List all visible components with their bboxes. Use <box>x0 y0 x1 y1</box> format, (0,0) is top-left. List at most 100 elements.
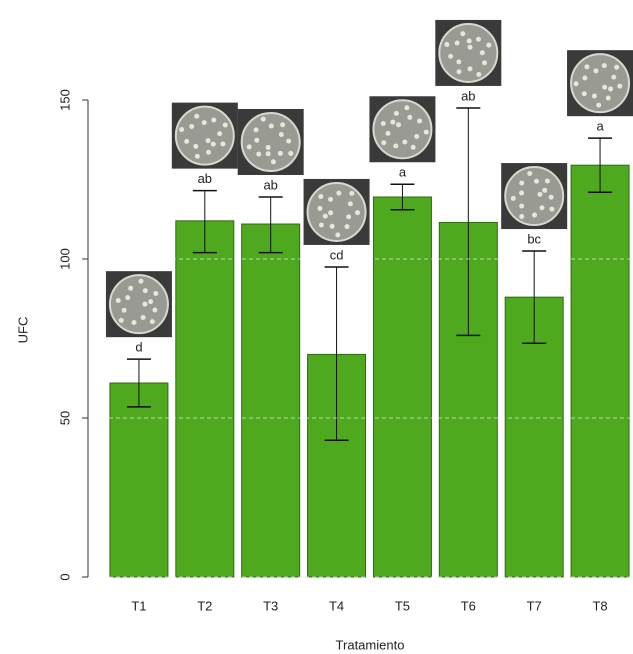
petri-colony <box>142 288 148 294</box>
petri-colony <box>584 64 590 70</box>
petri-colony <box>318 194 324 200</box>
petri-colony <box>448 53 454 59</box>
x-tick-label: T4 <box>329 598 344 613</box>
significance-letter: ab <box>198 171 212 186</box>
petri-colony <box>189 123 195 129</box>
petri-colony <box>605 95 611 101</box>
x-tick-label: T6 <box>461 598 476 613</box>
petri-colony <box>128 285 134 291</box>
petri-colony <box>393 143 399 149</box>
x-tick-label: T2 <box>197 598 212 613</box>
bar <box>175 220 235 578</box>
petri-colony <box>194 153 200 159</box>
y-tick-label: 0 <box>57 573 72 580</box>
y-tick-label: 150 <box>57 89 72 111</box>
y-tick-label: 100 <box>57 248 72 270</box>
petri-colony <box>125 295 131 301</box>
petri-colony <box>210 141 216 147</box>
petri-colony <box>318 222 324 228</box>
petri-colony <box>179 126 185 132</box>
petri-colony <box>288 150 294 156</box>
petri-colony <box>140 315 146 321</box>
petri-colony <box>393 110 399 116</box>
petri-colony <box>532 212 538 218</box>
petri-colony <box>211 117 217 123</box>
bar <box>109 382 169 578</box>
petri-colony <box>142 301 148 307</box>
petri-colony <box>270 159 276 165</box>
petri-colony <box>527 170 533 176</box>
petri-colony <box>246 144 252 150</box>
petri-colony <box>519 180 525 186</box>
petri-colony <box>602 84 608 90</box>
petri-colony <box>278 131 284 137</box>
petri-colony <box>404 105 410 111</box>
petri-colony <box>138 278 144 284</box>
petri-colony <box>344 224 350 230</box>
petri-colony <box>153 290 159 296</box>
petri-colony <box>519 214 525 220</box>
y-tick-label: 50 <box>57 411 72 425</box>
petri-colony <box>479 50 485 56</box>
petri-colony <box>402 139 408 145</box>
petri-colony <box>346 214 352 220</box>
petri-colony <box>466 38 472 44</box>
petri-colony <box>286 138 292 144</box>
petri-colony <box>328 210 334 216</box>
x-tick-label: T1 <box>131 598 146 613</box>
y-axis-label: UFC <box>15 317 30 344</box>
petri-colony <box>254 137 260 143</box>
petri-colony <box>220 141 226 147</box>
petri-colony <box>201 120 207 126</box>
petri-colony <box>482 60 488 66</box>
petri-colony <box>475 36 481 42</box>
petri-colony <box>573 81 579 87</box>
petri-colony <box>467 66 473 72</box>
petri-colony <box>549 206 555 212</box>
petri-colony <box>460 31 466 37</box>
petri-dish <box>438 22 499 83</box>
petri-colony <box>355 210 361 216</box>
petri-colony <box>486 42 492 48</box>
petri-colony <box>206 149 212 155</box>
petri-colony <box>256 151 262 157</box>
petri-colony <box>131 320 137 326</box>
petri-colony <box>467 44 473 50</box>
bar <box>570 164 630 578</box>
petri-colony <box>534 178 540 184</box>
petri-colony <box>476 72 482 78</box>
significance-letter: d <box>135 340 142 355</box>
petri-colony <box>423 129 429 135</box>
petri-colony <box>542 187 548 193</box>
petri-colony <box>390 119 396 125</box>
petri-colony <box>608 86 614 92</box>
petri-colony <box>417 118 423 124</box>
x-axis-label: Tratamiento <box>336 637 405 652</box>
petri-colony <box>380 121 386 127</box>
significance-letter: a <box>399 165 407 180</box>
petri-colony <box>118 317 124 323</box>
petri-colony <box>328 196 334 202</box>
petri-colony <box>548 194 554 200</box>
petri-colony <box>591 93 597 99</box>
bars <box>109 107 630 578</box>
petri-colony <box>444 42 450 48</box>
petri-colony <box>317 205 323 211</box>
significance-letter: ab <box>461 88 475 103</box>
bar <box>372 196 432 578</box>
petri-colony <box>414 133 420 139</box>
petri-colony <box>121 307 127 313</box>
petri-colony <box>611 74 617 80</box>
petri-colony <box>410 144 416 150</box>
petri-colony <box>149 319 155 325</box>
petri-colony <box>329 223 335 229</box>
petri-colony <box>152 307 158 313</box>
x-tick-label: T8 <box>592 598 607 613</box>
significance-letter: ab <box>263 177 277 192</box>
x-tick-label: T7 <box>527 598 542 613</box>
x-tick-label: T5 <box>395 598 410 613</box>
petri-colony <box>396 122 402 128</box>
significance-letter: bc <box>527 231 541 246</box>
petri-colony <box>349 190 355 196</box>
